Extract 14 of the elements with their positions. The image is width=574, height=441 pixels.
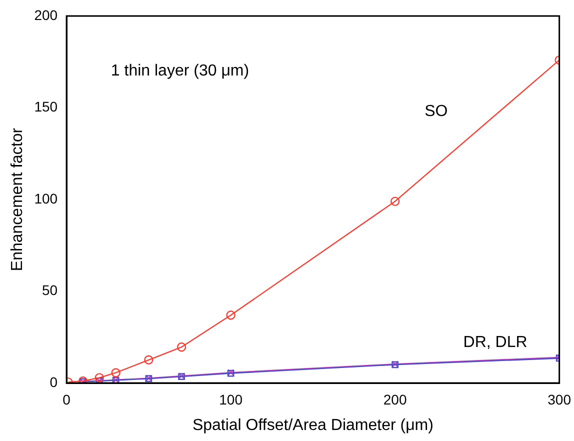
x-tick-label: 0: [62, 391, 71, 408]
y-tick-label: 50: [42, 282, 58, 298]
x-tick-label: 300: [548, 391, 572, 408]
y-axis-title: Enhancement factor: [9, 127, 26, 272]
annotation: DR, DLR: [463, 334, 528, 352]
annotation: SO: [424, 102, 448, 120]
y-tick-label: 150: [34, 98, 58, 115]
y-tick-label: 100: [34, 190, 58, 206]
x-axis-title: Spatial Offset/Area Diameter (μm): [192, 416, 434, 434]
x-tick-label: 100: [219, 391, 243, 408]
y-tick-label: 200: [34, 6, 58, 23]
annotation: 1 thin layer (30 μm): [110, 62, 250, 80]
x-tick-label: 200: [383, 391, 407, 408]
y-tick-label: 0: [50, 374, 58, 390]
